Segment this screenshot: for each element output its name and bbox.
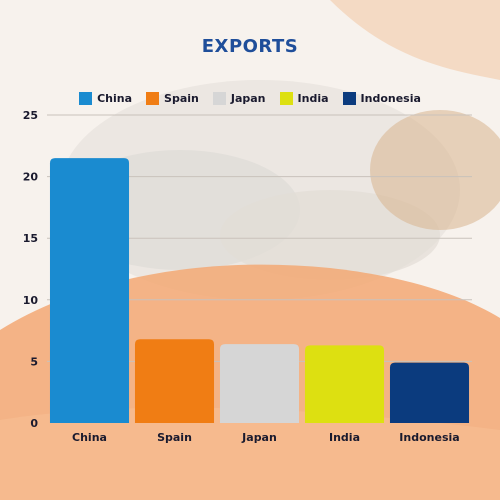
legend-label: Japan [230, 92, 266, 105]
chart-legend: China Spain Japan India Indonesia [0, 92, 500, 105]
x-tick-label: China [72, 431, 107, 444]
x-tick-label: Spain [157, 431, 192, 444]
chart-title: EXPORTS [201, 36, 299, 57]
y-tick-label: 20 [23, 171, 39, 184]
bar-indonesia [389, 362, 470, 423]
bar-spain [134, 339, 215, 423]
y-tick-label: 25 [23, 109, 38, 122]
legend-label: China [97, 92, 133, 105]
legend-item: India [279, 92, 329, 105]
bar-china [49, 158, 130, 423]
y-tick-label: 15 [23, 232, 38, 245]
x-tick-label: India [329, 431, 360, 444]
x-tick-label: Japan [241, 431, 277, 444]
legend-label: Spain [164, 92, 199, 105]
legend-item: Japan [212, 92, 266, 105]
legend-item: China [79, 92, 132, 105]
legend-swatch [342, 92, 356, 105]
legend-swatch [79, 92, 93, 105]
legend-item: Spain [146, 92, 199, 105]
y-tick-label: 0 [30, 417, 38, 430]
legend-item: Indonesia [342, 92, 421, 105]
legend-label: Indonesia [360, 92, 421, 105]
legend-swatch [279, 92, 293, 105]
bar-india [304, 345, 385, 423]
legend-swatch [146, 92, 160, 105]
x-tick-label: Indonesia [399, 431, 459, 444]
y-tick-label: 10 [23, 294, 39, 307]
y-tick-label: 5 [30, 355, 38, 368]
legend-swatch [212, 92, 226, 105]
legend-label: India [297, 92, 329, 105]
bar-japan [219, 344, 300, 423]
